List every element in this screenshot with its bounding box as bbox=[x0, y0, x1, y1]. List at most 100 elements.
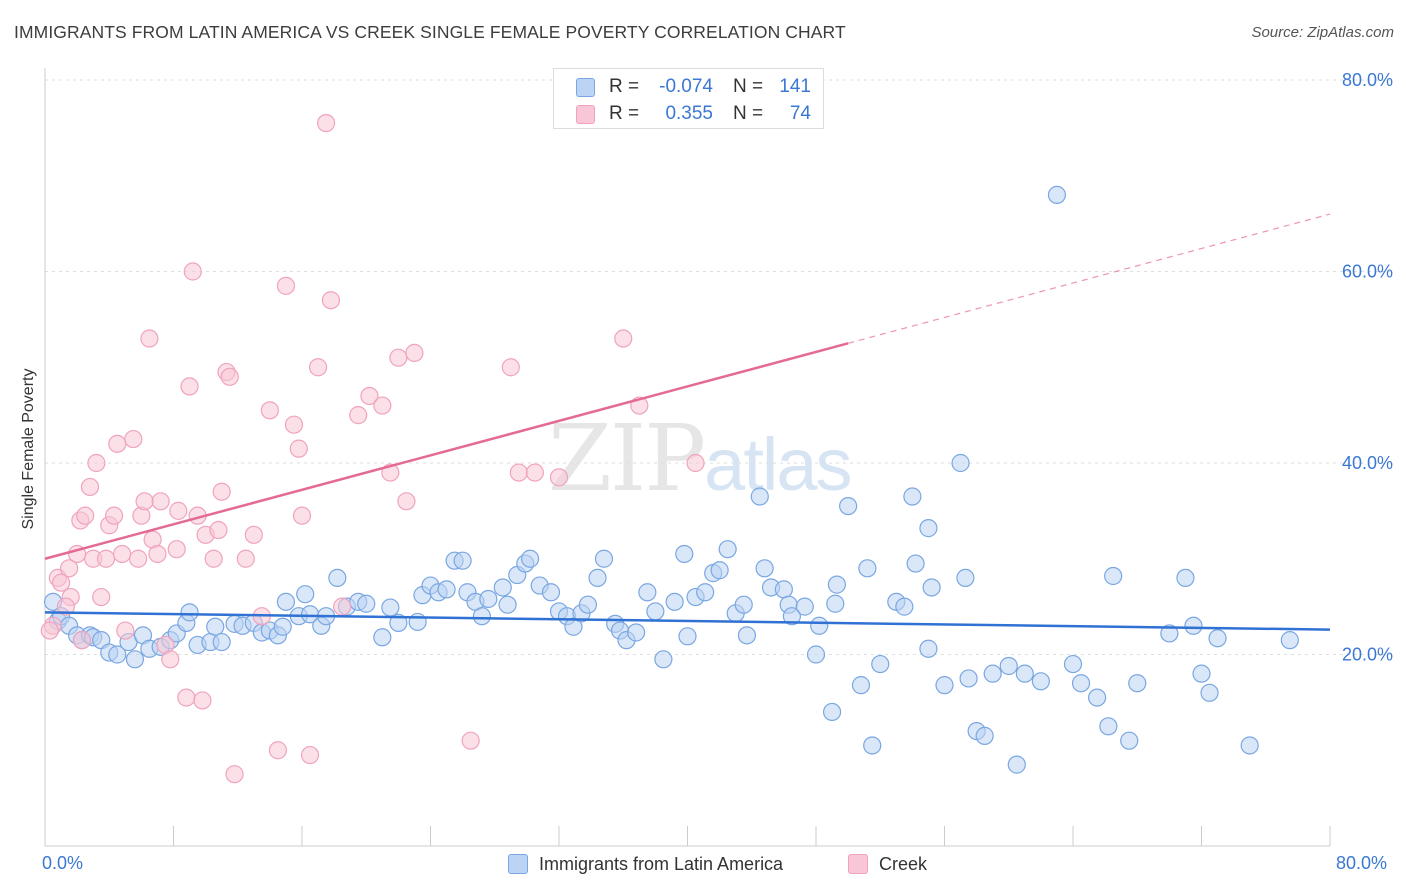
point-creek bbox=[193, 691, 212, 710]
point-creek bbox=[509, 463, 528, 482]
point-creek bbox=[40, 621, 59, 640]
point-latin-america bbox=[1128, 674, 1147, 693]
point-creek bbox=[183, 262, 202, 281]
x-tick-label-max: 80.0% bbox=[1336, 853, 1388, 873]
point-creek bbox=[373, 396, 392, 415]
point-creek bbox=[140, 329, 159, 348]
point-latin-america bbox=[437, 580, 456, 599]
point-latin-america bbox=[453, 551, 472, 570]
point-latin-america bbox=[1007, 755, 1026, 774]
bottom-legend-latin-america: Immigrants from Latin America bbox=[508, 852, 783, 876]
point-latin-america bbox=[638, 583, 657, 602]
point-latin-america bbox=[696, 583, 715, 602]
point-latin-america bbox=[806, 645, 826, 664]
point-creek bbox=[289, 439, 308, 458]
point-latin-america bbox=[755, 559, 774, 578]
point-creek bbox=[177, 688, 196, 707]
point-creek bbox=[300, 745, 320, 765]
point-latin-america bbox=[588, 568, 607, 588]
point-latin-america bbox=[999, 656, 1018, 676]
point-creek bbox=[244, 525, 263, 544]
legend-n-label: N = bbox=[733, 76, 764, 97]
axes bbox=[44, 68, 1331, 847]
point-latin-america bbox=[1047, 185, 1067, 204]
point-latin-america bbox=[903, 487, 922, 506]
point-latin-america bbox=[919, 639, 938, 658]
point-creek bbox=[212, 482, 231, 501]
point-latin-america bbox=[774, 580, 793, 599]
point-latin-america bbox=[1063, 654, 1083, 674]
point-latin-america bbox=[951, 453, 970, 473]
point-latin-america bbox=[541, 583, 561, 602]
point-latin-america bbox=[871, 654, 890, 674]
point-latin-america bbox=[983, 664, 1002, 683]
point-latin-america bbox=[1200, 683, 1219, 702]
point-creek bbox=[397, 492, 416, 511]
point-latin-america bbox=[737, 626, 757, 645]
point-latin-america bbox=[357, 594, 376, 613]
point-latin-america bbox=[594, 549, 614, 568]
point-creek bbox=[316, 113, 336, 133]
point-latin-america bbox=[906, 554, 925, 573]
point-latin-america bbox=[1208, 629, 1227, 648]
legend-n-label: N = bbox=[733, 103, 764, 124]
point-latin-america bbox=[626, 623, 646, 642]
point-creek bbox=[260, 401, 279, 420]
point-latin-america bbox=[959, 669, 978, 688]
bottom-legend-swatch-pink bbox=[848, 854, 868, 874]
point-creek bbox=[389, 348, 408, 367]
correlation-legend: R = -0.074 N = 141 R = 0.355 N = 74 bbox=[553, 68, 824, 129]
point-creek bbox=[76, 506, 95, 525]
point-latin-america bbox=[734, 595, 753, 614]
trend-line-creek bbox=[44, 342, 849, 560]
point-latin-america bbox=[895, 597, 914, 616]
point-latin-america bbox=[206, 617, 225, 636]
point-latin-america bbox=[935, 676, 954, 695]
point-creek bbox=[268, 741, 288, 760]
point-creek bbox=[112, 544, 132, 564]
point-latin-america bbox=[296, 585, 315, 604]
y-axis-label: Single Female Poverty bbox=[20, 368, 37, 530]
point-creek bbox=[276, 276, 296, 295]
point-creek bbox=[209, 520, 228, 540]
point-latin-america bbox=[108, 645, 127, 664]
point-creek bbox=[614, 329, 633, 348]
point-creek bbox=[151, 492, 170, 511]
point-creek bbox=[686, 453, 705, 473]
legend-row-latin-america: R = -0.074 N = 141 bbox=[576, 75, 811, 99]
point-latin-america bbox=[822, 702, 842, 722]
legend-n-value: 141 bbox=[779, 76, 811, 97]
point-creek bbox=[72, 631, 92, 650]
point-latin-america bbox=[646, 602, 665, 621]
point-creek bbox=[321, 291, 341, 310]
watermark-atlas: atlas bbox=[704, 423, 852, 506]
point-latin-america bbox=[654, 650, 673, 669]
legend-r-value: 0.355 bbox=[665, 103, 713, 124]
point-latin-america bbox=[1192, 664, 1211, 683]
point-latin-america bbox=[827, 575, 846, 594]
point-creek bbox=[180, 377, 199, 396]
source-label: Source: ZipAtlas.com bbox=[1251, 24, 1394, 41]
legend-swatch-blue bbox=[576, 77, 595, 97]
point-latin-america bbox=[472, 607, 491, 626]
point-creek bbox=[108, 434, 127, 453]
point-latin-america bbox=[1280, 631, 1299, 650]
point-latin-america bbox=[851, 676, 871, 695]
point-latin-america bbox=[520, 549, 540, 568]
point-creek bbox=[135, 492, 154, 511]
y-tick-label: 20.0% bbox=[1342, 645, 1393, 665]
point-creek bbox=[308, 358, 328, 377]
point-creek bbox=[129, 549, 148, 568]
chart-title: IMMIGRANTS FROM LATIN AMERICA VS CREEK S… bbox=[14, 22, 846, 42]
legend-r-label: R = bbox=[609, 103, 640, 124]
trend-line-creek-extension bbox=[847, 213, 1331, 344]
point-latin-america bbox=[180, 603, 199, 622]
point-latin-america bbox=[839, 496, 858, 516]
point-creek bbox=[236, 549, 255, 568]
point-latin-america bbox=[750, 487, 769, 506]
point-latin-america bbox=[408, 612, 427, 632]
point-creek bbox=[104, 506, 124, 525]
point-latin-america bbox=[665, 592, 684, 611]
watermark-zip: ZIP bbox=[548, 405, 706, 512]
